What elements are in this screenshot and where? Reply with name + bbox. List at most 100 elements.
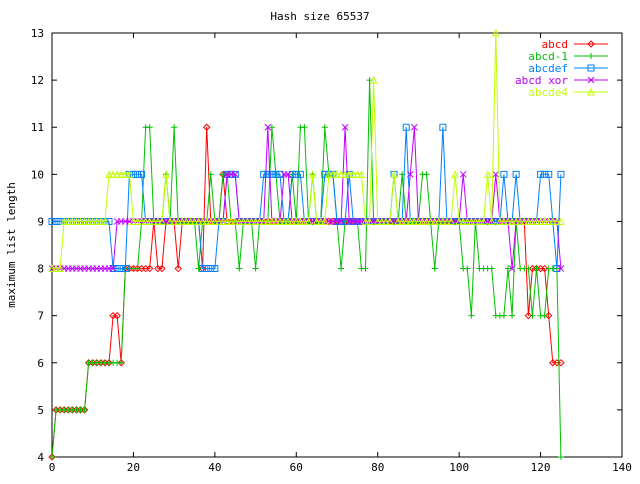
chart-title: Hash size 65537 xyxy=(270,10,369,23)
series-point xyxy=(500,217,508,225)
series-point xyxy=(255,217,264,225)
series-point xyxy=(475,217,484,225)
x-tick-label: 80 xyxy=(371,461,384,474)
series-point xyxy=(203,123,211,131)
series-point xyxy=(361,217,370,225)
series-point xyxy=(64,217,73,225)
series-point xyxy=(479,217,488,225)
series-point xyxy=(338,265,345,272)
series-point xyxy=(422,217,431,225)
series-point xyxy=(587,76,595,84)
series-point xyxy=(190,217,199,225)
series-point xyxy=(296,217,305,225)
series-point xyxy=(557,265,565,272)
series-point xyxy=(158,217,166,225)
y-tick-label: 5 xyxy=(37,404,44,417)
series-point xyxy=(268,124,275,131)
series-point xyxy=(72,217,81,225)
series-point xyxy=(418,217,427,225)
series-point xyxy=(524,217,533,225)
series-point xyxy=(231,217,240,225)
series-point xyxy=(362,265,369,272)
series-point xyxy=(541,312,548,319)
series-point xyxy=(109,265,117,272)
series-point xyxy=(321,124,328,131)
series-point xyxy=(194,217,203,225)
series-point xyxy=(509,312,516,319)
series-point xyxy=(268,217,276,225)
x-tick-label: 120 xyxy=(531,461,551,474)
series-point xyxy=(520,217,529,225)
series-point xyxy=(186,217,195,225)
series-point xyxy=(92,217,101,225)
series-point xyxy=(487,217,496,225)
series-point xyxy=(129,217,138,225)
series-point xyxy=(468,312,475,319)
series-point xyxy=(337,218,345,225)
series-point xyxy=(345,170,354,178)
series-point xyxy=(553,217,561,225)
series-point xyxy=(496,217,504,225)
y-tick-label: 11 xyxy=(31,121,44,134)
series-point xyxy=(443,217,451,225)
series-point xyxy=(206,217,215,225)
y-tick-label: 4 xyxy=(37,451,44,464)
series-point xyxy=(56,264,64,273)
series-point xyxy=(109,170,117,178)
series-point xyxy=(97,217,105,225)
series-point xyxy=(288,217,297,225)
series-point xyxy=(544,217,553,225)
series-point xyxy=(508,217,516,225)
legend-label: abcd xor xyxy=(515,74,568,87)
y-tick-label: 12 xyxy=(31,74,44,87)
series-point xyxy=(178,217,187,225)
series-point xyxy=(545,170,553,178)
series-point xyxy=(227,217,235,225)
series-point xyxy=(467,217,476,225)
series-point xyxy=(146,124,153,131)
series-point xyxy=(540,264,549,273)
series-point xyxy=(121,170,130,178)
series-point xyxy=(505,265,511,272)
x-tick-label: 60 xyxy=(290,461,303,474)
series-point xyxy=(146,264,154,273)
series-point xyxy=(166,217,174,225)
series-point xyxy=(219,217,227,225)
series-point xyxy=(500,312,507,319)
series-point xyxy=(471,217,480,225)
series-point xyxy=(174,264,182,273)
series-point xyxy=(426,217,435,225)
series-point xyxy=(500,170,508,178)
series-point xyxy=(292,217,301,225)
series-abcde4 xyxy=(48,28,565,273)
series-point xyxy=(174,217,183,225)
series-point xyxy=(312,217,321,225)
series-point xyxy=(48,264,56,273)
series-point xyxy=(182,217,191,225)
series-point xyxy=(49,454,55,460)
y-tick-label: 13 xyxy=(31,27,44,40)
series-point xyxy=(121,265,129,273)
y-tick-label: 7 xyxy=(37,310,44,323)
series-point xyxy=(263,217,272,225)
series-point xyxy=(557,217,565,225)
series-point xyxy=(149,217,158,225)
series-point xyxy=(434,217,443,225)
series-point xyxy=(301,124,308,131)
series-point xyxy=(369,75,378,84)
series-point xyxy=(154,217,162,225)
series-point xyxy=(557,170,565,178)
series-point xyxy=(377,217,386,225)
series-point xyxy=(162,170,170,178)
series-point xyxy=(337,170,345,178)
plot-border xyxy=(51,32,623,458)
series-point xyxy=(252,265,259,272)
series-point xyxy=(195,265,202,272)
series-point xyxy=(439,217,447,225)
x-tick-label: 40 xyxy=(208,461,221,474)
legend-label: abcd-1 xyxy=(528,50,568,63)
series-point xyxy=(68,217,77,225)
series-point xyxy=(512,217,520,225)
